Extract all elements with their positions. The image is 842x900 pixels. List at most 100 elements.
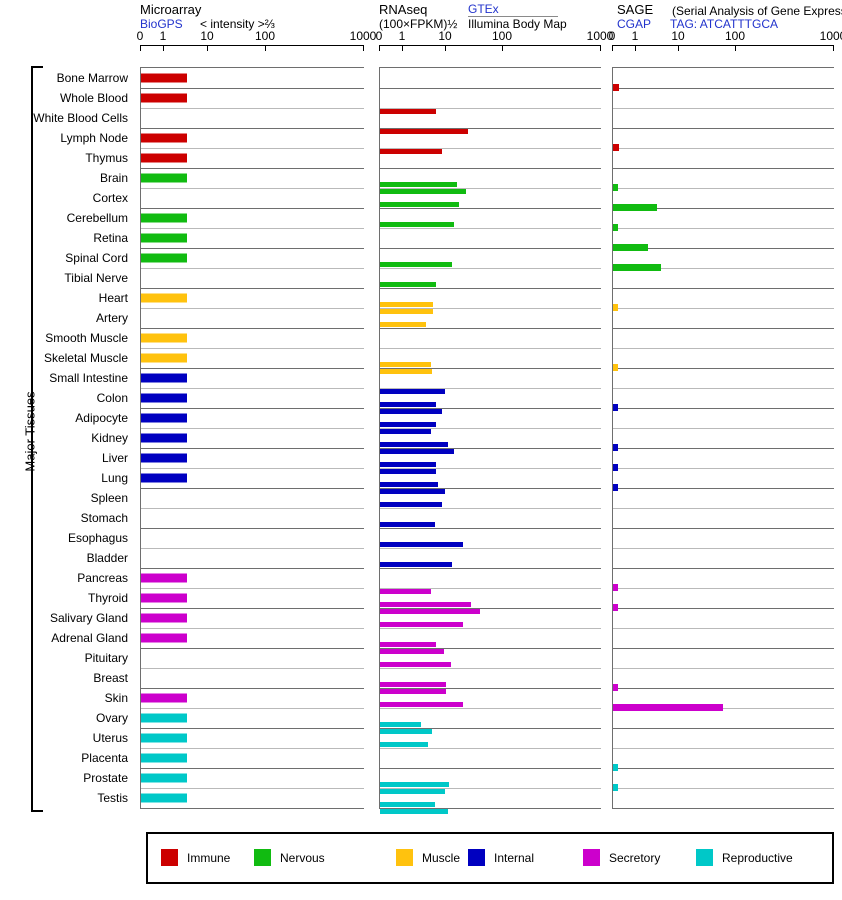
tissue-label-artery: Artery <box>95 311 128 325</box>
gridline-microarray-6 <box>141 208 364 209</box>
legend-swatch-secretory <box>583 849 600 866</box>
axis-tick-microarray-10 <box>207 45 208 51</box>
bar-rnaseq-gtex-17 <box>380 422 437 427</box>
gridline-rnaseq-11 <box>380 308 601 309</box>
bar-rnaseq-illumina-2 <box>380 129 468 134</box>
tissue-label-esophagus: Esophagus <box>67 531 128 545</box>
gridline-sage-8 <box>613 248 834 249</box>
axis-tick-label-rnaseq-0: 0 <box>375 29 383 43</box>
gridline-rnaseq-1 <box>380 108 601 109</box>
gridline-rnaseq-22 <box>380 528 601 529</box>
gridline-sage-10 <box>613 288 834 289</box>
gridline-rnaseq-0 <box>380 88 601 89</box>
tissue-label-heart: Heart <box>98 291 128 305</box>
bar-rnaseq-gtex-26 <box>380 602 472 607</box>
gridline-sage-29 <box>613 668 834 669</box>
panel-frame-left-microarray <box>140 67 141 808</box>
gridline-microarray-31 <box>141 708 364 709</box>
gridline-sage-5 <box>613 188 834 189</box>
bar-microarray-26 <box>141 593 188 603</box>
bar-rnaseq-gtex-21 <box>380 502 442 507</box>
legend-swatch-muscle <box>396 849 413 866</box>
panel-frame-left-sage <box>612 67 613 808</box>
axis-tick-label-microarray-100: 100 <box>254 29 276 43</box>
tissue-label-uterus: Uterus <box>92 731 128 745</box>
gridline-microarray-23 <box>141 548 364 549</box>
panel-title-sage: SAGE <box>617 2 654 17</box>
bar-microarray-0 <box>141 73 188 83</box>
bar-rnaseq-gtex-24 <box>380 562 452 567</box>
gridline-sage-17 <box>613 428 834 429</box>
gridline-rnaseq-20 <box>380 488 601 489</box>
gridline-sage-21 <box>613 508 834 509</box>
gridline-rnaseq-30 <box>380 688 601 689</box>
gridline-rnaseq-19 <box>380 468 601 469</box>
bar-rnaseq-illumina-11 <box>380 309 434 314</box>
axis-tick-label-rnaseq-100: 100 <box>491 29 513 43</box>
tissue-label-colon: Colon <box>96 391 128 405</box>
gridline-microarray-16 <box>141 408 364 409</box>
gridline-microarray-1 <box>141 108 364 109</box>
panel-note-intensity: < intensity >⅔ <box>200 17 275 31</box>
gridline-sage-34 <box>613 768 834 769</box>
gridline-rnaseq-21 <box>380 508 601 509</box>
bar-rnaseq-gtex-36 <box>380 802 435 807</box>
bar-rnaseq-gtex-11 <box>380 302 434 307</box>
tissue-label-whole-blood: Whole Blood <box>59 91 128 105</box>
axis-tick-rnaseq-100 <box>502 45 503 51</box>
bar-rnaseq-illumina-14 <box>380 369 433 374</box>
gridline-rnaseq-8 <box>380 248 601 249</box>
bar-microarray-14 <box>141 353 188 363</box>
tissue-label-retina: Retina <box>93 231 128 245</box>
gridline-microarray-21 <box>141 508 364 509</box>
axis-tick-label-microarray-1000: 1000 <box>349 29 377 43</box>
gridline-sage-36 <box>613 808 834 809</box>
bar-rnaseq-illumina-35 <box>380 789 446 794</box>
legend-item-secretory: Secretory <box>583 849 660 866</box>
tissue-label-ovary: Ovary <box>95 711 128 725</box>
gridline-microarray-5 <box>141 188 364 189</box>
legend-item-internal: Internal <box>468 849 534 866</box>
gridline-rnaseq-10 <box>380 288 601 289</box>
bar-sage-34 <box>613 764 618 771</box>
gridline-microarray-34 <box>141 768 364 769</box>
gridline-sage-30 <box>613 688 834 689</box>
gridline-rnaseq-27 <box>380 628 601 629</box>
panel-source-gtex: GTEx <box>468 2 558 17</box>
gridline-rnaseq-14 <box>380 368 601 369</box>
gridline-sage-22 <box>613 528 834 529</box>
gridline-sage-3 <box>613 148 834 149</box>
tissue-label-pancreas: Pancreas <box>77 571 128 585</box>
gridline-microarray-8 <box>141 248 364 249</box>
gridline-rnaseq-16 <box>380 408 601 409</box>
bar-rnaseq-gtex-10 <box>380 282 437 287</box>
bar-microarray-20 <box>141 473 188 483</box>
bar-microarray-11 <box>141 293 188 303</box>
tissue-label-pituitary: Pituitary <box>84 651 128 665</box>
panel-source-cgap: CGAP <box>617 17 652 31</box>
axis-tick-microarray-1 <box>163 45 164 51</box>
legend-item-reproductive: Reproductive <box>696 849 793 866</box>
gridline-sage-31 <box>613 708 834 709</box>
gridline-rnaseq-24 <box>380 568 601 569</box>
gridline-rnaseq-18 <box>380 448 601 449</box>
bar-microarray-19 <box>141 453 188 463</box>
bar-sage-16 <box>613 404 618 411</box>
gridline-rnaseq-2 <box>380 128 601 129</box>
bar-microarray-1 <box>141 93 188 103</box>
bar-rnaseq-gtex-18 <box>380 442 449 447</box>
bar-rnaseq-illumina-16 <box>380 409 442 414</box>
gridline-rnaseq-25 <box>380 588 601 589</box>
bar-sage-5 <box>613 184 619 191</box>
axis-tick-microarray-0 <box>140 45 141 51</box>
axis-tick-label-rnaseq-1000: 1000 <box>586 29 614 43</box>
axis-tick-label-sage-100: 100 <box>724 29 746 43</box>
gridline-rnaseq-31 <box>380 708 601 709</box>
bar-rnaseq-gtex-16 <box>380 402 437 407</box>
bar-microarray-36 <box>141 793 188 803</box>
y-axis-bracket <box>31 66 43 812</box>
gridline-rnaseq-7 <box>380 228 601 229</box>
bar-sage-7 <box>613 224 619 231</box>
tissue-label-small-intestine: Small Intestine <box>49 371 128 385</box>
